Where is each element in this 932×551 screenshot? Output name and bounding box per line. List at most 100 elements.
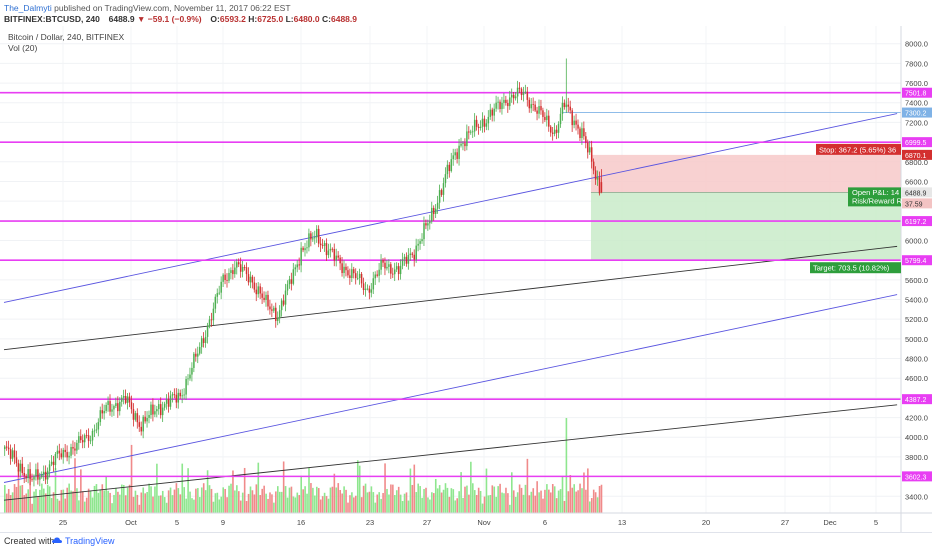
y-tick-label: 6000.0 — [905, 236, 928, 245]
volume-bar — [475, 494, 478, 513]
volume-bar — [473, 490, 476, 513]
volume-bar — [119, 494, 121, 513]
author-link[interactable]: The_Dalmyti — [4, 3, 52, 13]
candle-body — [271, 309, 273, 311]
volume-bar — [530, 491, 533, 513]
volume-bar — [522, 494, 525, 513]
position-zones — [590, 154, 901, 261]
volume-bar — [193, 499, 195, 513]
candle-body — [427, 223, 429, 226]
volume-bar — [312, 487, 314, 513]
volume-bar — [288, 487, 291, 513]
volume-bar — [302, 489, 304, 513]
stop-price-text: 6870.1 — [905, 153, 927, 160]
candle-body — [76, 442, 78, 451]
volume-bar — [481, 503, 484, 513]
candle-body — [571, 110, 573, 126]
trendline-channel[interactable] — [3, 294, 898, 483]
y-tick-label: 5200.0 — [905, 315, 928, 324]
volume-bar — [419, 486, 421, 513]
volume-bar — [555, 498, 558, 513]
candle-body — [13, 450, 16, 458]
candle-body — [253, 282, 256, 290]
volume-bar — [397, 486, 400, 513]
volume-bar — [238, 491, 240, 513]
candle-body — [516, 87, 519, 97]
trendline-trend[interactable] — [3, 404, 898, 501]
volume-bar — [181, 463, 184, 513]
volume-bar — [540, 490, 542, 513]
volume-bar — [589, 501, 591, 513]
candle-body — [553, 129, 556, 134]
volume-bar — [175, 483, 178, 513]
candle-body — [536, 110, 538, 114]
volume-bar — [499, 483, 501, 513]
candle-body — [15, 457, 18, 464]
volume-bar — [247, 493, 250, 513]
volume-bar — [251, 490, 254, 513]
volume-bar — [195, 488, 197, 513]
candle-body — [419, 241, 421, 244]
volume-bar — [358, 465, 361, 513]
volume-bar — [50, 497, 53, 513]
volume-bar — [388, 494, 390, 513]
candle-body — [335, 255, 337, 261]
volume-bar — [378, 492, 380, 513]
level-label-text: 6999.5 — [905, 140, 927, 147]
candle-body — [366, 288, 369, 290]
volume-bar — [249, 486, 252, 513]
candle-body — [72, 447, 74, 449]
candle-body — [559, 113, 562, 125]
candle-body — [175, 394, 178, 403]
volume-bar — [399, 494, 402, 513]
y-tick-label: 5000.0 — [905, 335, 928, 344]
stop-label-box[interactable] — [816, 143, 901, 155]
target-label-box[interactable] — [810, 262, 901, 274]
volume-bar — [286, 497, 289, 513]
volume-bar — [253, 494, 256, 513]
candle-body — [187, 378, 189, 380]
time-axis[interactable]: 25 Oct 5 9 16 23 27 Nov 6 13 20 27 Dec 5 — [59, 518, 878, 527]
candle-body — [247, 274, 250, 283]
candle-body — [590, 147, 593, 162]
candle-body — [319, 243, 322, 246]
volume-bar — [95, 484, 98, 513]
pnl-text: Open P&L: 14 — [852, 188, 899, 197]
candle-body — [241, 267, 244, 272]
volume-bar — [284, 486, 287, 513]
pnl-label-box[interactable] — [848, 187, 901, 207]
trendline-trend[interactable] — [3, 245, 898, 351]
volume-bar — [179, 494, 182, 513]
volume-bar — [316, 486, 318, 513]
stop-zone[interactable] — [590, 154, 901, 193]
tradingview-logo[interactable]: TradingView — [52, 536, 115, 546]
candle-body — [238, 262, 240, 265]
candle-body — [298, 264, 300, 266]
volume-bar — [185, 498, 187, 513]
candle-body — [468, 131, 470, 133]
volume-bar — [460, 472, 462, 513]
candle-body — [99, 410, 102, 423]
candle-body — [358, 273, 361, 278]
candle-body — [522, 92, 525, 96]
candle-body — [491, 109, 493, 116]
candle-body — [33, 476, 35, 480]
candle-body — [177, 392, 180, 403]
volume-bar — [214, 493, 217, 513]
price-chart[interactable]: 3400.03600.03800.04000.04200.04400.04600… — [0, 26, 932, 532]
created-with-text: Created with — [4, 536, 55, 546]
candle-body — [257, 286, 259, 295]
candle-body — [107, 401, 109, 405]
volume-bar — [93, 485, 96, 513]
volume-bar — [87, 488, 90, 513]
candle-body — [282, 300, 285, 305]
trendline-channel[interactable] — [3, 113, 898, 303]
candle-body — [573, 120, 575, 126]
candle-body — [230, 270, 232, 273]
candle-body — [239, 264, 242, 272]
candle-body — [300, 247, 302, 266]
volume-bar — [121, 484, 123, 513]
candle-body — [499, 101, 501, 110]
volume-bar — [5, 493, 8, 513]
candle-body — [136, 413, 139, 423]
